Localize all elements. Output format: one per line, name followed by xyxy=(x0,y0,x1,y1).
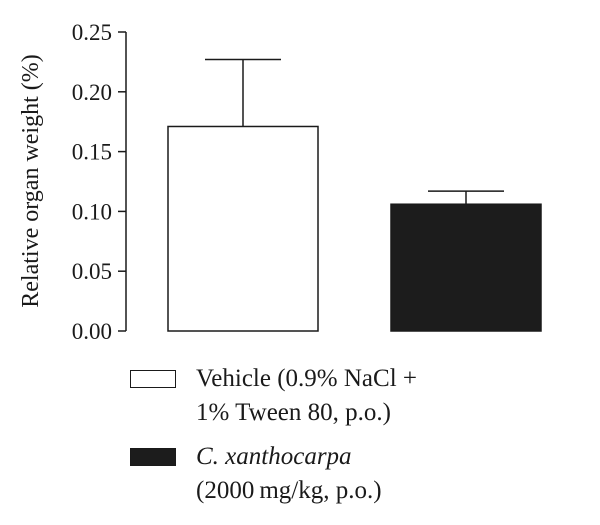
y-axis-label: Relative organ weight (%) xyxy=(18,54,44,307)
legend-item-c-xanthocarpa: C. xanthocarpa (2000 mg/kg, p.o.) xyxy=(130,440,417,508)
legend-item-vehicle: Vehicle (0.9% NaCl + 1% Tween 80, p.o.) xyxy=(130,362,417,430)
y-axis-ticks: 0.00 0.05 0.10 0.15 0.20 0.25 xyxy=(72,20,126,344)
legend: Vehicle (0.9% NaCl + 1% Tween 80, p.o.) … xyxy=(130,362,417,518)
y-tick-label: 0.25 xyxy=(72,20,112,45)
y-tick-label: 0.10 xyxy=(72,199,112,224)
bar-vehicle xyxy=(167,125,319,332)
y-tick-label: 0.20 xyxy=(72,80,112,105)
legend-swatch-black xyxy=(130,448,176,466)
legend-label-line2: (2000 mg/kg, p.o.) xyxy=(196,477,382,504)
legend-label-line1: C. xanthocarpa xyxy=(196,443,352,470)
y-tick-label: 0.15 xyxy=(72,140,112,165)
y-tick-label: 0.05 xyxy=(72,259,112,284)
legend-label-line2: 1% Tween 80, p.o.) xyxy=(196,399,391,426)
bar-chart: 0.00 0.05 0.10 0.15 0.20 0.25 Relative organ … xyxy=(18,20,542,344)
legend-label-line1: Vehicle (0.9% NaCl + xyxy=(196,365,417,392)
y-tick-label: 0.00 xyxy=(72,319,112,344)
legend-label: Vehicle (0.9% NaCl + 1% Tween 80, p.o.) xyxy=(196,362,417,430)
legend-label: C. xanthocarpa (2000 mg/kg, p.o.) xyxy=(196,440,382,508)
legend-swatch-white xyxy=(130,370,176,388)
bar-c-xanthocarpa xyxy=(390,203,542,332)
bars xyxy=(167,58,542,332)
